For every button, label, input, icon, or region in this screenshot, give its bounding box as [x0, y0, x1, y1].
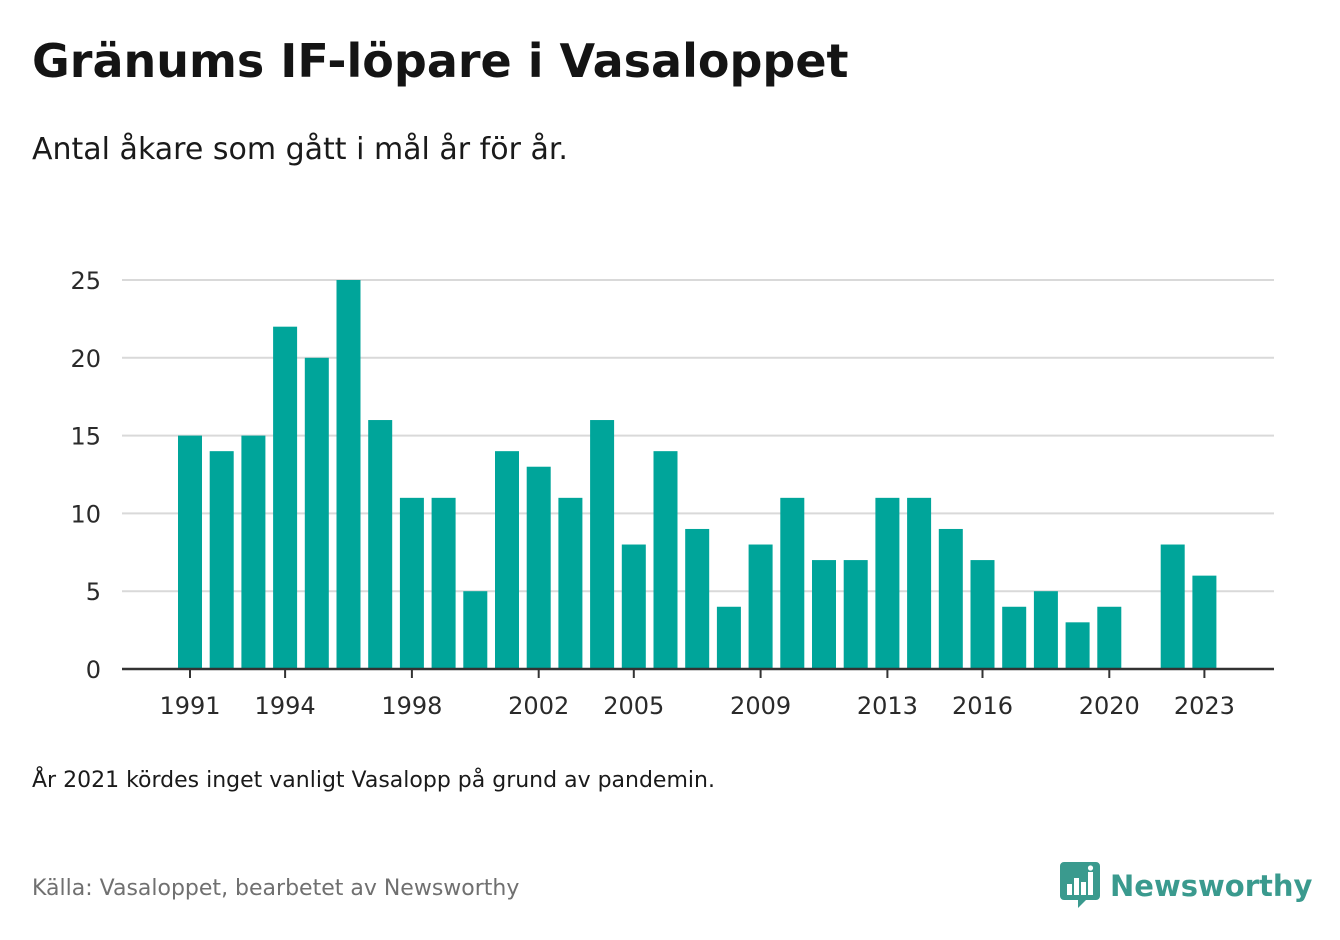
bar-2013	[875, 497, 900, 669]
bar-2022	[1160, 544, 1185, 669]
chart-title: Gränums IF-löpare i Vasaloppet	[32, 34, 849, 88]
bar-1991	[178, 435, 202, 669]
bar-2018	[1033, 591, 1058, 669]
tick-labels: 0 5 10 15 20 25 1991 1994 1998 2002 2005 2009 2013 20…	[70, 267, 1234, 720]
x-tick-label: 2023	[1174, 692, 1235, 720]
chart-subtitle: Antal åkare som gått i mål år för år.	[32, 132, 568, 167]
bar-2017	[1002, 606, 1027, 669]
bar-2007	[685, 528, 710, 669]
newsworthy-logo-icon	[1060, 860, 1100, 913]
bar-1999	[431, 497, 456, 669]
x-tick-label: 2020	[1079, 692, 1140, 720]
bar-2015	[938, 528, 963, 669]
bar-2003	[558, 497, 583, 669]
bar-2001	[495, 451, 519, 669]
source-text: Källa: Vasaloppet, bearbetet av Newswort…	[32, 876, 520, 901]
y-tick-label: 15	[70, 423, 101, 451]
bar-1996	[336, 280, 361, 669]
bar-1998	[399, 497, 424, 669]
bar-2006	[653, 451, 678, 669]
bar-1994	[273, 326, 298, 669]
bar-2000	[463, 591, 488, 669]
bar-1993	[241, 435, 266, 669]
bar-1995	[304, 357, 329, 669]
y-tick-label: 10	[70, 500, 101, 528]
bar-2009	[748, 544, 773, 669]
y-tick-label: 25	[70, 267, 101, 295]
bar-2016	[970, 560, 995, 669]
bar-1997	[368, 420, 393, 669]
x-tick-label: 2016	[952, 692, 1013, 720]
bars	[178, 280, 1217, 669]
y-tick-label: 0	[86, 656, 101, 684]
bar-2011	[812, 560, 836, 669]
bar-2004	[590, 420, 615, 669]
bar-2005	[621, 544, 646, 669]
x-tick-label: 2005	[603, 692, 664, 720]
brand-name: Newsworthy	[1110, 869, 1313, 903]
x-tick-label: 2013	[857, 692, 918, 720]
y-tick-label: 5	[86, 578, 101, 606]
bar-2019	[1065, 622, 1090, 669]
axes	[122, 667, 1274, 678]
bar-2012	[843, 560, 868, 669]
x-tick-label: 1998	[381, 692, 442, 720]
bar-1992	[209, 451, 234, 669]
x-tick-label: 1994	[255, 692, 316, 720]
bar-2002	[526, 466, 551, 669]
bar-2020	[1097, 606, 1122, 669]
bar-2010	[780, 497, 805, 669]
bar-chart: 0 5 10 15 20 25 1991 1994 1998 2002 2005 2009 2013 20…	[70, 267, 1274, 720]
x-tick-label: 2009	[730, 692, 791, 720]
y-tick-label: 20	[70, 345, 101, 373]
bar-2008	[716, 606, 741, 669]
bar-2014	[907, 497, 932, 669]
x-tick-label: 2002	[508, 692, 569, 720]
brand[interactable]: Newsworthy	[1060, 860, 1312, 912]
x-tick-label: 1991	[159, 692, 220, 720]
bar-2023	[1192, 575, 1217, 669]
footnote: År 2021 kördes inget vanligt Vasalopp på…	[32, 768, 715, 793]
